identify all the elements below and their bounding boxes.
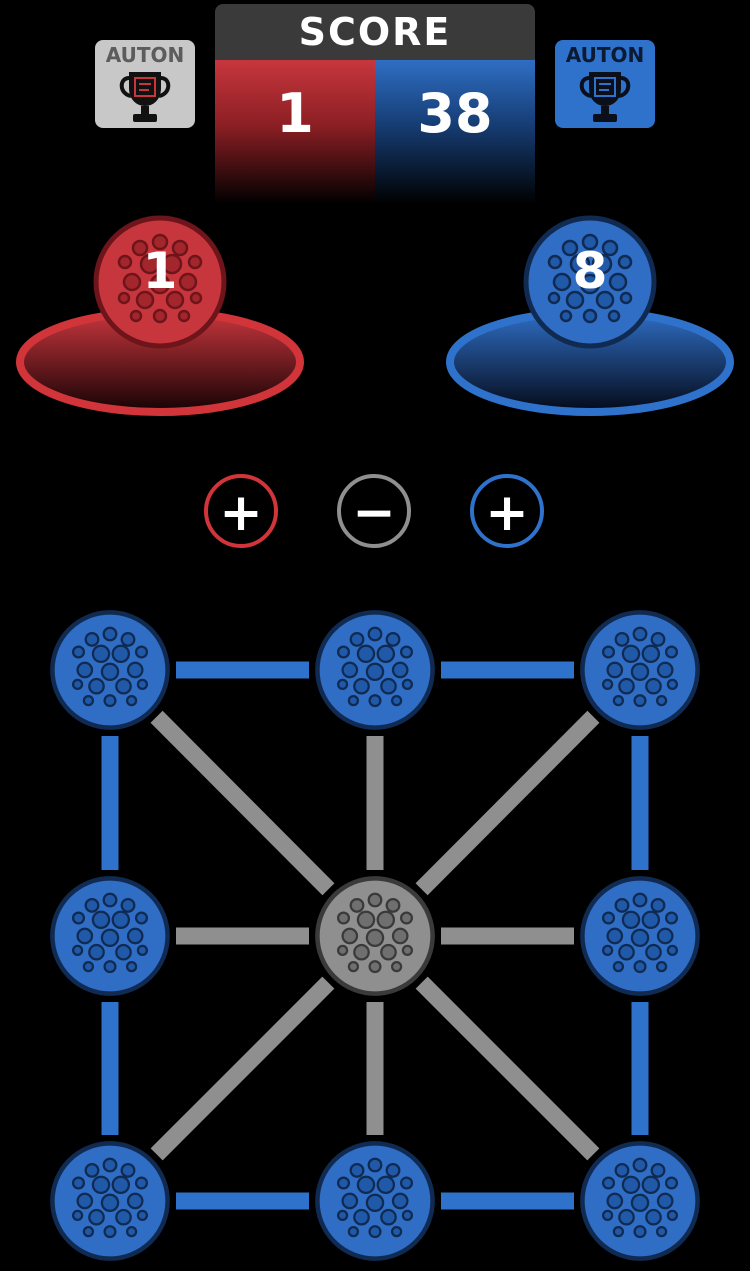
blue-ball-icon — [523, 215, 657, 349]
link-top-right-center — [415, 710, 600, 896]
ball-top-center[interactable] — [315, 610, 435, 730]
blue-stand-count: 8 — [573, 242, 608, 300]
red-plus-button[interactable]: + — [204, 474, 278, 548]
ball-top-left[interactable] — [50, 610, 170, 730]
trophy-icon — [579, 72, 631, 122]
ball-middle-left[interactable] — [50, 876, 170, 996]
ball-center[interactable] — [315, 876, 435, 996]
auton-blue-label: AUTON — [565, 43, 645, 67]
ball-bottom-left[interactable] — [50, 1141, 170, 1261]
trophy-icon — [119, 72, 171, 122]
scoreboard: SCORE 1 38 — [215, 4, 535, 204]
link-bottom-right-center — [415, 976, 600, 1161]
score-title: SCORE — [215, 4, 535, 60]
link-top-left-center — [150, 710, 335, 896]
ball-bottom-center[interactable] — [315, 1141, 435, 1261]
ball-top-right[interactable] — [580, 610, 700, 730]
blue-stand[interactable]: 8 — [446, 215, 734, 416]
field-grid — [50, 610, 700, 1261]
ball-bottom-right[interactable] — [580, 1141, 700, 1261]
auton-blue-button[interactable]: AUTON — [555, 40, 655, 128]
blue-score: 38 — [375, 60, 535, 204]
stands-area: 1 8 — [16, 215, 734, 416]
blue-plus-button[interactable]: + — [470, 474, 544, 548]
red-stand[interactable]: 1 — [16, 215, 304, 416]
red-stand-count: 1 — [143, 242, 178, 300]
link-bottom-left-center — [150, 976, 335, 1161]
minus-button[interactable]: − — [337, 474, 411, 548]
red-score: 1 — [215, 60, 375, 204]
auton-red-label: AUTON — [105, 43, 185, 67]
auton-red-button[interactable]: AUTON — [95, 40, 195, 128]
red-ball-icon — [93, 215, 227, 349]
ball-middle-right[interactable] — [580, 876, 700, 996]
